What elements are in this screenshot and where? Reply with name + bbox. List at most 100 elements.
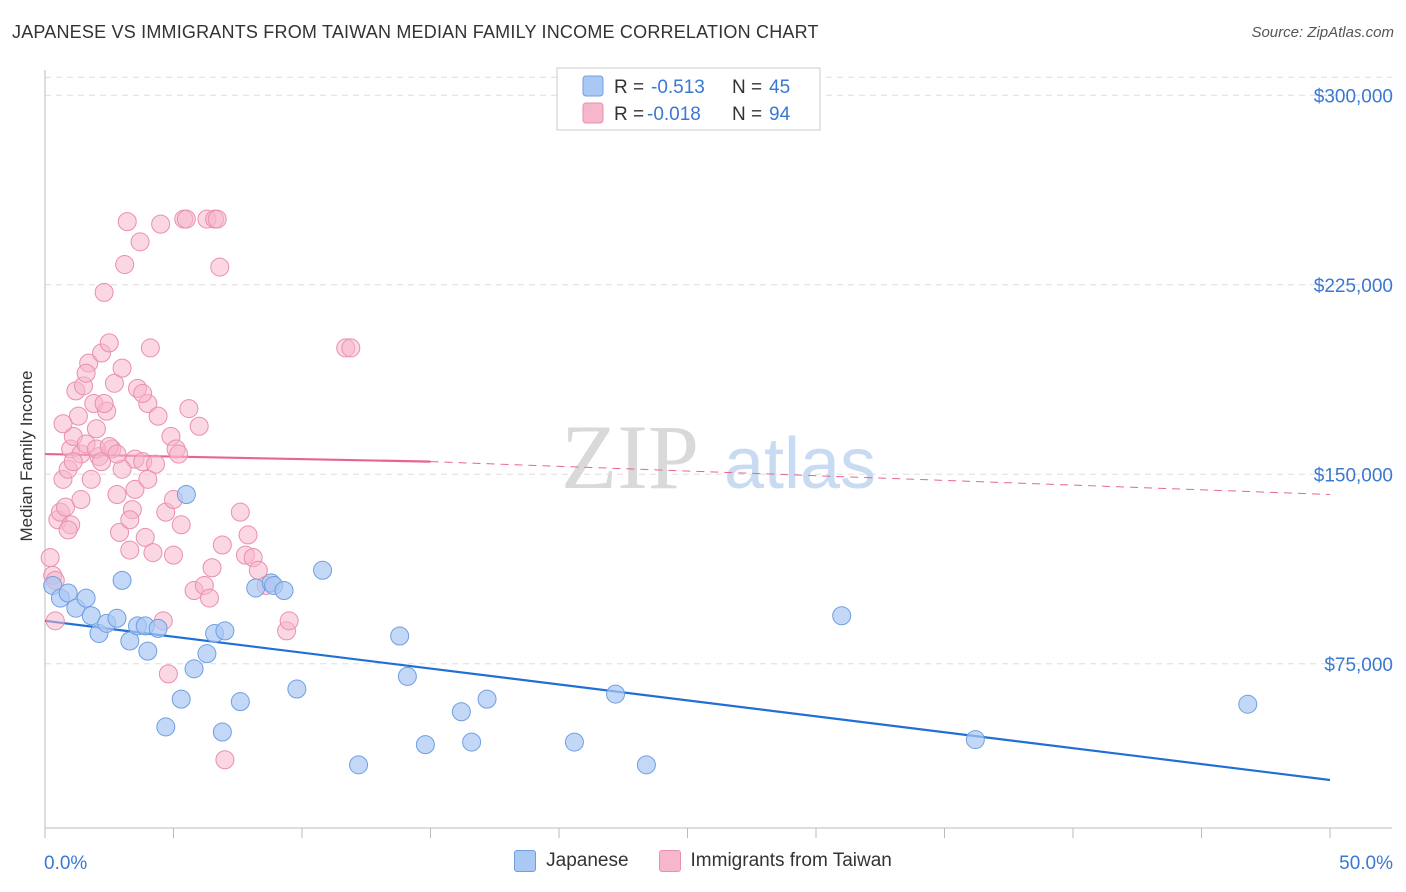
point-taiwan [202,558,222,578]
point-taiwan [215,750,235,770]
point-taiwan [130,232,150,252]
point-taiwan [94,282,114,302]
point-taiwan [53,414,73,434]
point-taiwan [138,469,158,489]
point-japanese [156,717,176,737]
point-japanese [606,684,626,704]
point-japanese [349,755,369,775]
y-tick-label: $300,000 [1314,86,1393,107]
point-taiwan [207,209,227,229]
stats-n-value-taiwan: 94 [769,104,791,125]
point-taiwan [107,444,127,464]
x-tick-label-max: 50.0% [1339,853,1393,874]
point-taiwan [176,209,196,229]
point-japanese [397,666,417,686]
point-japanese [313,560,333,580]
point-taiwan [86,419,106,439]
point-taiwan [68,406,88,426]
y-tick-label: $150,000 [1314,465,1393,486]
legend-swatch-japanese [514,850,537,872]
point-taiwan [189,416,209,436]
point-japanese [564,732,584,752]
point-japanese [965,730,985,750]
point-japanese [212,722,232,742]
series-immigrants-from-taiwan [40,209,361,770]
point-taiwan [58,520,78,540]
point-japanese [138,641,158,661]
stats-n-label-taiwan: N = [732,104,762,125]
source-label: Source: ZipAtlas.com [1251,24,1394,41]
point-taiwan [63,452,83,472]
point-taiwan [148,406,168,426]
point-taiwan [135,527,155,547]
legend-label-taiwan: Immigrants from Taiwan [690,850,892,871]
point-japanese [287,679,307,699]
watermark: ZIP atlas [561,406,876,508]
y-axis-label: Median Family Income [17,370,36,541]
watermark-atlas: atlas [724,424,876,504]
point-taiwan [104,373,124,393]
stats-r-label-japanese: R = [614,77,644,98]
stats-r-value-taiwan: -0.018 [647,104,701,125]
point-japanese [215,621,235,641]
point-taiwan [210,257,230,277]
point-japanese [390,626,410,646]
point-japanese [451,702,471,722]
point-taiwan [45,611,65,631]
point-taiwan [125,479,145,499]
point-taiwan [81,469,101,489]
series-japanese [43,484,1258,775]
point-taiwan [341,338,361,358]
point-japanese [171,689,191,709]
point-taiwan [212,535,232,555]
point-japanese [477,689,497,709]
point-taiwan [230,502,250,522]
point-taiwan [76,363,96,383]
legend-item-japanese[interactable]: Japanese [514,850,629,872]
point-japanese [1238,694,1258,714]
trend-line-japanese [44,619,1331,782]
stats-n-value-japanese: 45 [769,77,790,98]
point-japanese [197,644,217,664]
y-tick-labels: $75,000 $150,000 $225,000 $300,000 [1314,86,1393,675]
point-taiwan [99,333,119,353]
point-japanese [274,580,294,600]
point-japanese [81,606,101,626]
stats-r-value-japanese: -0.513 [651,77,705,98]
point-taiwan [107,484,127,504]
point-taiwan [199,588,219,608]
legend-item-taiwan[interactable]: Immigrants from Taiwan [658,850,892,872]
legend-label-japanese: Japanese [546,850,629,871]
point-taiwan [94,394,114,414]
x-tick-labels: 0.0% 50.0% [44,853,1393,874]
point-japanese [176,484,196,504]
point-japanese [76,588,96,608]
point-taiwan [179,399,199,419]
x-tick-label-min: 0.0% [44,853,87,874]
point-taiwan [92,452,112,472]
point-japanese [636,755,656,775]
point-taiwan [120,510,140,530]
point-taiwan [143,543,163,563]
point-japanese [462,732,482,752]
point-taiwan [151,214,171,234]
point-taiwan [238,525,258,545]
legend-swatch-taiwan [658,850,681,872]
point-japanese [58,583,78,603]
point-japanese [184,659,204,679]
point-taiwan [158,664,178,684]
axes [44,70,1392,838]
point-japanese [112,570,132,590]
stats-r-label-taiwan: R = [614,104,644,125]
bottom-legend: Japanese Immigrants from Taiwan [0,850,1406,872]
chart-title: JAPANESE VS IMMIGRANTS FROM TAIWAN MEDIA… [12,22,819,42]
point-taiwan [169,444,189,464]
point-japanese [120,631,140,651]
y-tick-label: $225,000 [1314,276,1393,297]
point-taiwan [56,497,76,517]
point-japanese [230,692,250,712]
point-taiwan [279,611,299,631]
point-taiwan [115,255,135,275]
